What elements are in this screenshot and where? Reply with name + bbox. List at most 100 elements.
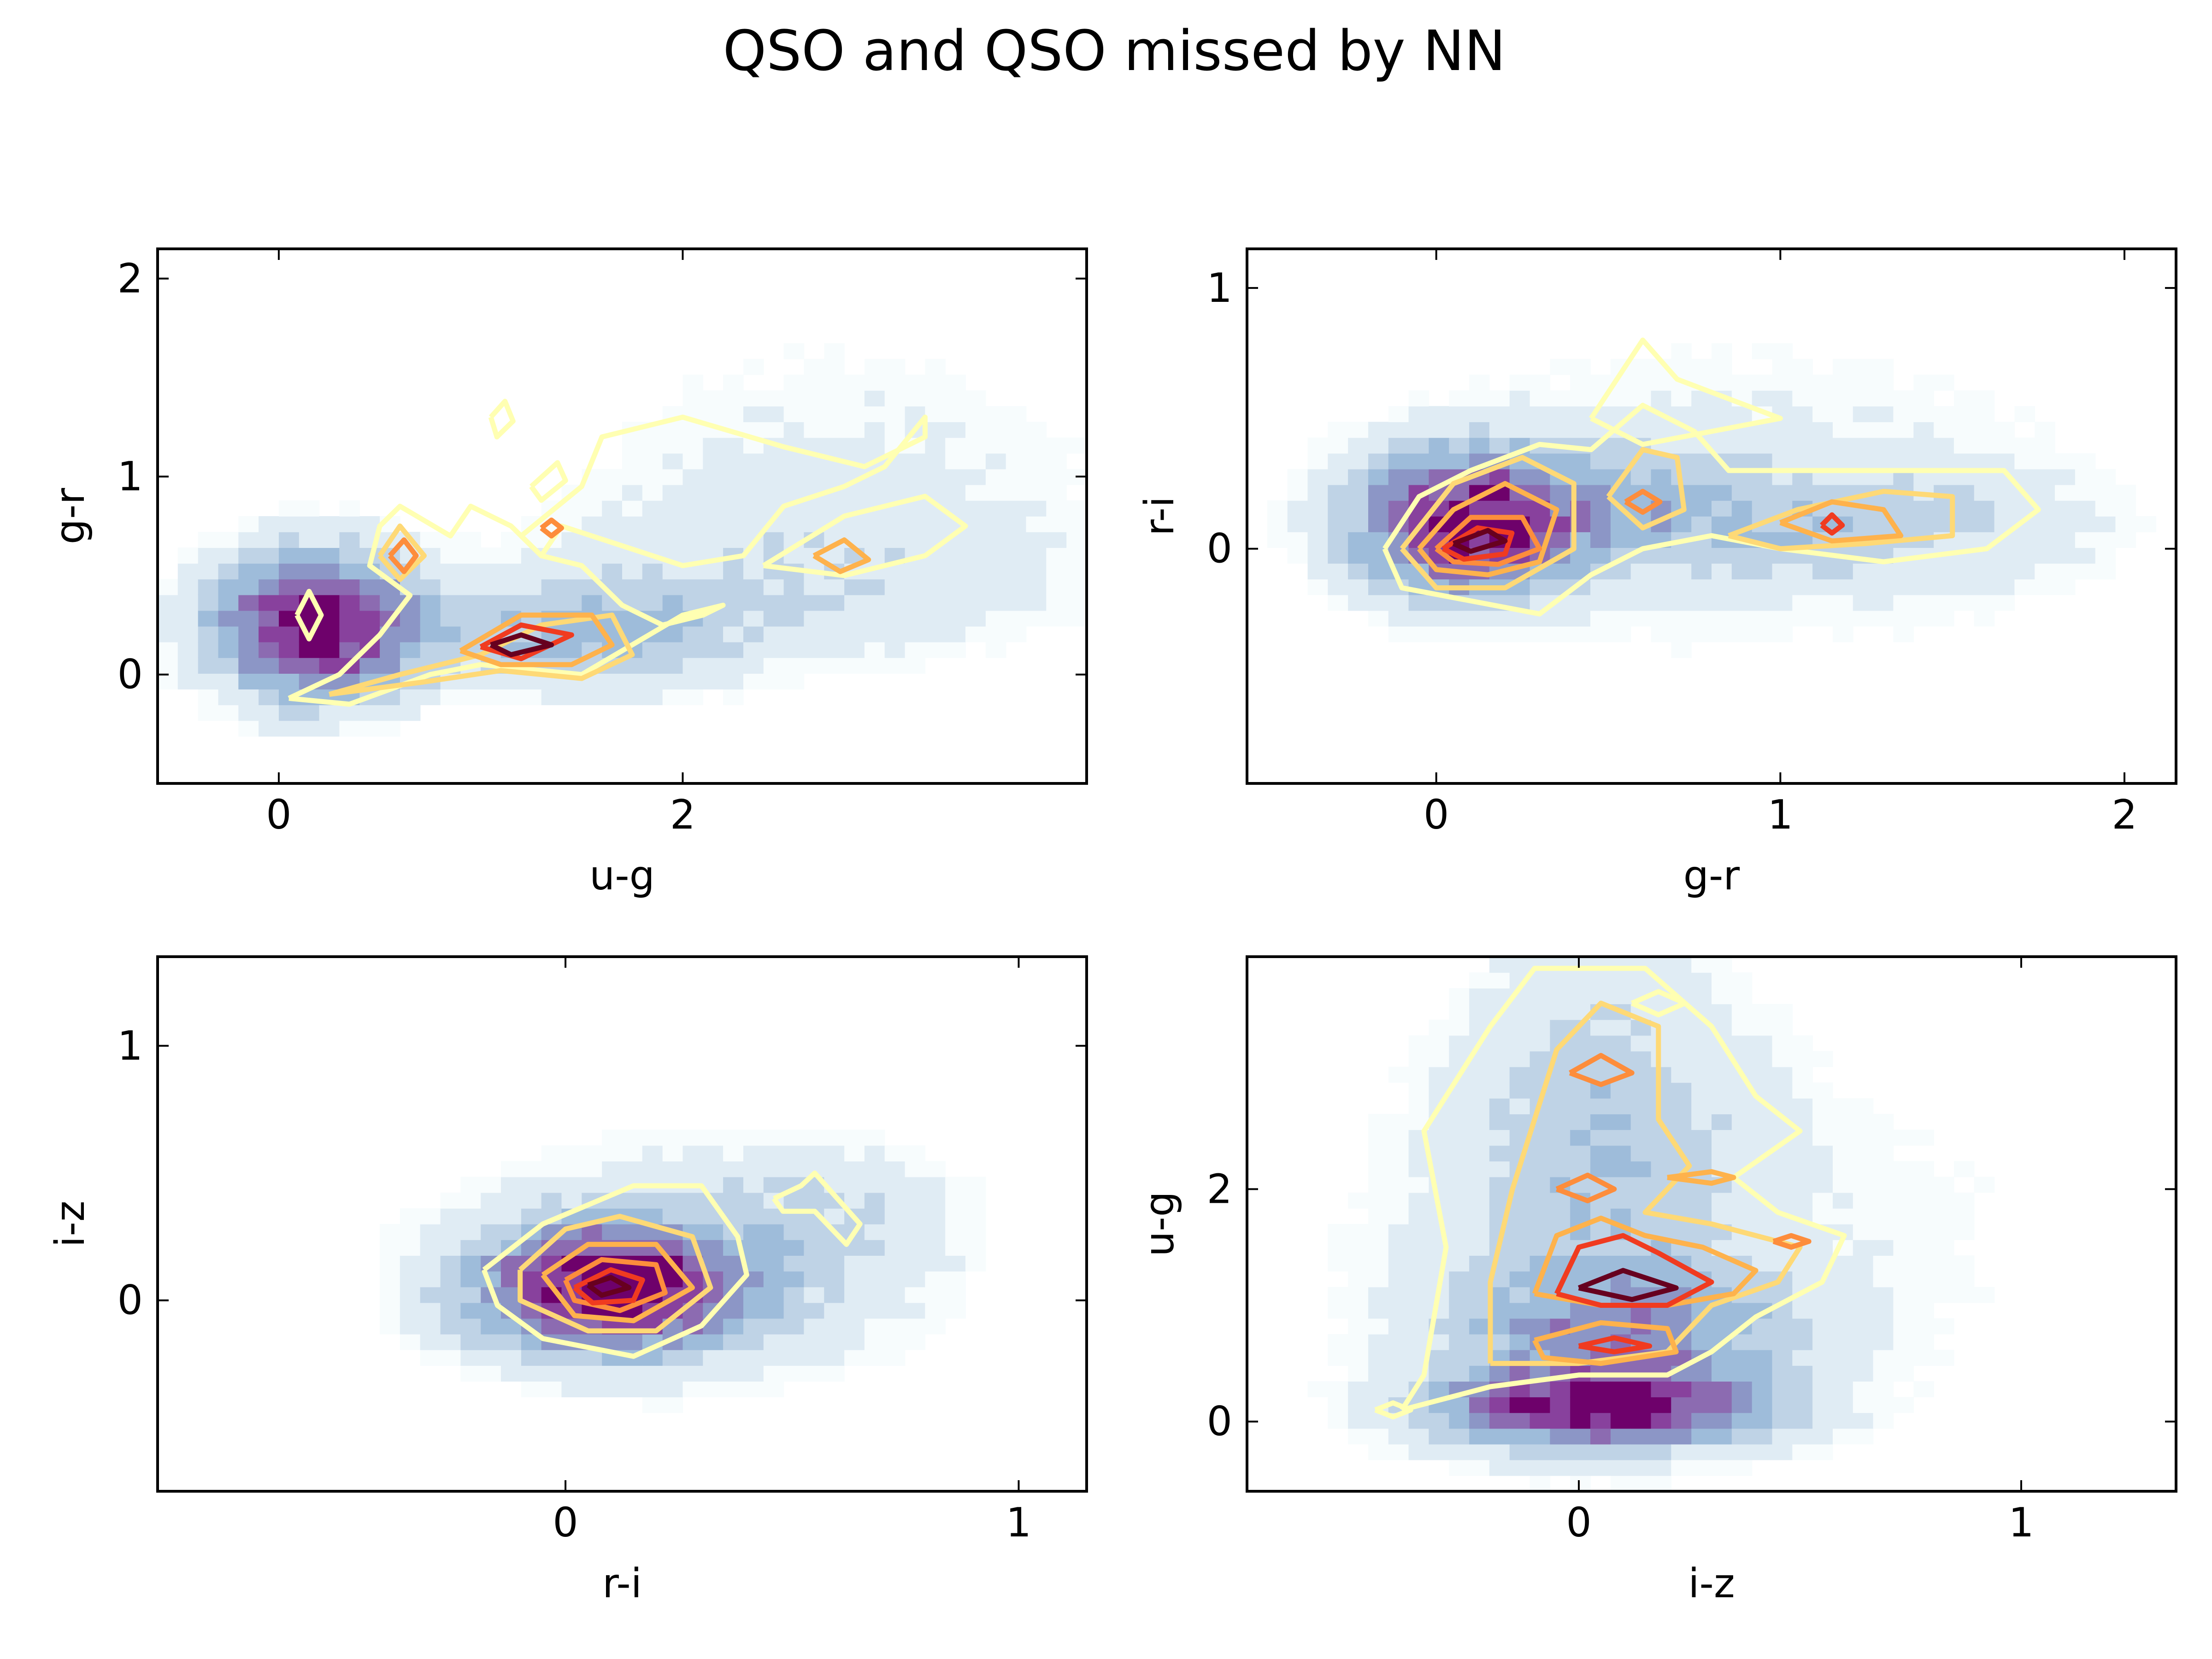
histogram-cell xyxy=(1287,532,1308,548)
y-tick-label: 1 xyxy=(118,1022,143,1069)
histogram-cell xyxy=(1691,1412,1712,1429)
histogram-cell xyxy=(703,1130,724,1146)
histogram-cell xyxy=(198,563,219,580)
contour-line xyxy=(1554,1233,1714,1308)
histogram-cell xyxy=(521,1192,542,1209)
histogram-cell xyxy=(1691,1224,1712,1240)
histogram-cell xyxy=(864,406,885,423)
histogram-cell xyxy=(1388,1208,1409,1224)
histogram-cell xyxy=(884,658,906,674)
histogram-cell xyxy=(400,1208,421,1224)
histogram-cell xyxy=(1489,1397,1510,1413)
histogram-cell xyxy=(1550,532,1571,548)
histogram-cell xyxy=(1550,610,1571,627)
histogram-cell xyxy=(844,1145,865,1162)
histogram-cell xyxy=(1287,547,1308,564)
histogram-cell xyxy=(1610,437,1631,454)
histogram-cell xyxy=(1066,547,1087,564)
histogram-cell xyxy=(1368,1130,1389,1146)
histogram-cell xyxy=(440,1302,461,1319)
histogram-cell xyxy=(763,1365,784,1382)
histogram-cell xyxy=(743,1208,764,1224)
x-tick-label: 2 xyxy=(2112,791,2137,838)
histogram-cell xyxy=(1368,422,1389,438)
histogram-cell xyxy=(1550,1302,1571,1319)
histogram-cell xyxy=(1833,563,1853,580)
histogram-cell xyxy=(1328,422,1348,438)
histogram-cell xyxy=(1530,1051,1551,1067)
histogram-cell xyxy=(1712,1130,1732,1146)
histogram-cell xyxy=(985,532,1006,548)
histogram-cell xyxy=(1772,1161,1793,1177)
histogram-cell xyxy=(1812,422,1833,438)
histogram-cell xyxy=(1408,406,1430,423)
histogram-cell xyxy=(985,641,1006,658)
histogram-cell xyxy=(1994,437,2015,454)
histogram-cell xyxy=(1792,1412,1813,1429)
histogram-cell xyxy=(1913,1161,1934,1177)
histogram-cell xyxy=(238,720,259,737)
histogram-cell xyxy=(783,453,805,470)
histogram-cell xyxy=(400,626,421,642)
histogram-cell xyxy=(501,673,522,690)
histogram-cell xyxy=(662,422,683,438)
histogram-cell xyxy=(440,1287,461,1303)
histogram-cell xyxy=(1610,1444,1631,1460)
histogram-cell xyxy=(783,673,805,690)
histogram-cell xyxy=(602,1365,623,1382)
histogram-cell xyxy=(299,516,320,532)
histogram-cell xyxy=(1712,359,1732,375)
histogram-cell xyxy=(1833,1381,1853,1398)
histogram-cell xyxy=(1833,1428,1853,1445)
histogram-cell xyxy=(1812,1334,1833,1350)
histogram-cell xyxy=(2075,563,2096,580)
histogram-cell xyxy=(582,689,602,706)
histogram-cell xyxy=(339,610,360,627)
histogram-cell xyxy=(1853,453,1874,470)
contour-line xyxy=(1555,1172,1617,1204)
histogram-cell xyxy=(723,453,744,470)
histogram-cell xyxy=(824,1161,845,1177)
histogram-cell xyxy=(1348,1365,1369,1382)
histogram-cell xyxy=(1469,1098,1490,1114)
histogram-cell xyxy=(804,658,824,674)
histogram-cell xyxy=(723,406,744,423)
histogram-cell xyxy=(2014,469,2035,485)
histogram-cell xyxy=(1731,1035,1753,1052)
histogram-cell xyxy=(1934,1271,1954,1288)
histogram-cell xyxy=(1550,1004,1571,1020)
histogram-cell xyxy=(1006,594,1027,611)
histogram-cell xyxy=(905,594,926,611)
histogram-cell xyxy=(723,500,744,517)
histogram-cell xyxy=(1691,516,1712,532)
histogram-cell xyxy=(1550,1066,1571,1083)
histogram-cell xyxy=(1913,1240,1934,1256)
histogram-cell xyxy=(1712,406,1732,423)
histogram-cell xyxy=(965,516,986,532)
histogram-cell xyxy=(965,563,986,580)
histogram-cell xyxy=(582,516,602,532)
histogram-cell xyxy=(682,1349,704,1366)
histogram-cell xyxy=(1368,1271,1389,1288)
histogram-cell xyxy=(1772,1381,1793,1398)
histogram-cell xyxy=(339,594,360,611)
histogram-cell xyxy=(339,500,360,517)
histogram-cell xyxy=(1974,610,1995,627)
histogram-cell xyxy=(2075,500,2096,517)
histogram-cell xyxy=(1974,594,1995,611)
histogram-cell xyxy=(763,1271,784,1288)
histogram-cell xyxy=(238,658,259,674)
histogram-cell xyxy=(259,689,279,706)
histogram-cell xyxy=(945,374,966,391)
histogram-cell xyxy=(884,406,906,423)
contour-line xyxy=(541,1241,695,1324)
histogram-cell xyxy=(501,547,522,564)
histogram-cell xyxy=(1772,1192,1793,1209)
histogram-cell xyxy=(905,1255,926,1272)
histogram-cell xyxy=(804,626,824,642)
histogram-cell xyxy=(763,626,784,642)
histogram-cell xyxy=(1812,1177,1833,1193)
histogram-cell xyxy=(864,516,885,532)
histogram-cell xyxy=(1509,1098,1530,1114)
histogram-cell xyxy=(1066,579,1087,595)
